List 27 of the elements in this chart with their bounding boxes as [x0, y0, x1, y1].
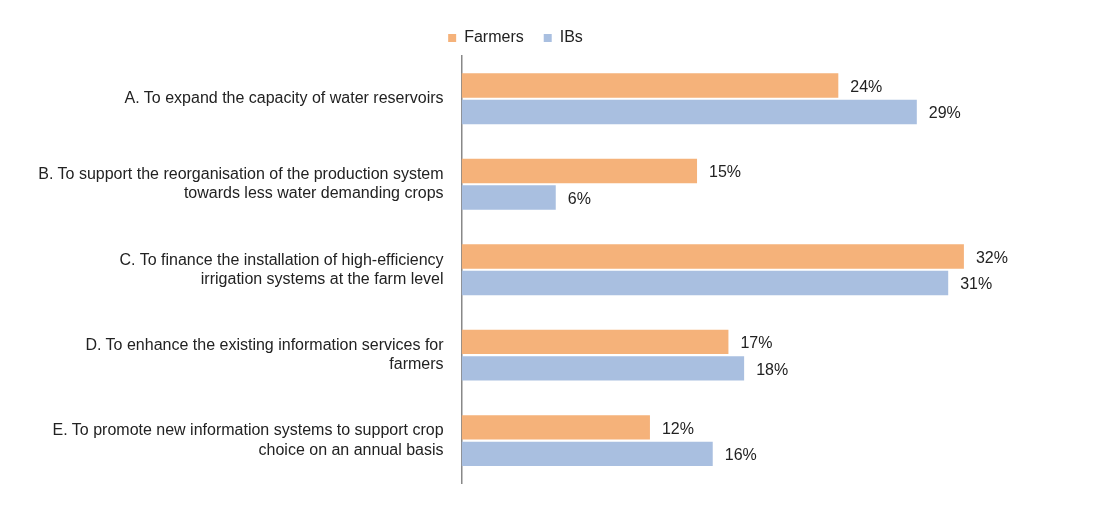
y-tick-label: E. To promote new information systems to support crop choice on an annual basis [52, 421, 444, 458]
bar [461, 329, 729, 355]
data-label: 6% [567, 189, 591, 207]
bar [461, 244, 964, 269]
bar [461, 158, 698, 184]
data-label: 29% [928, 104, 961, 122]
bar [461, 441, 713, 467]
bar [461, 73, 839, 98]
data-label: 18% [756, 360, 789, 378]
bar [461, 356, 745, 381]
y-tick-label: D. To enhance the existing information services for farmers [85, 335, 445, 373]
y-tick-label: A. To expand the capacity of water reservoirs [124, 89, 444, 107]
legend-label: Farmers [464, 28, 524, 46]
data-label: 15% [709, 163, 742, 181]
data-label: 32% [975, 248, 1008, 266]
data-label: 31% [960, 275, 993, 293]
bar [461, 415, 650, 440]
y-tick-label: C. To finance the installation of high-efficiency irrigation systems at the farm level [119, 250, 444, 287]
data-label: 24% [850, 77, 883, 95]
data-label: 12% [661, 419, 694, 437]
data-label: 17% [740, 334, 773, 352]
bar [461, 99, 917, 125]
bar [461, 185, 556, 210]
y-tick-label: B. To support the reorganisation of the production system towards less water demanding crops [38, 165, 444, 202]
legend-label: IBs [559, 28, 583, 46]
data-label: 16% [724, 446, 757, 464]
bar [461, 270, 949, 296]
